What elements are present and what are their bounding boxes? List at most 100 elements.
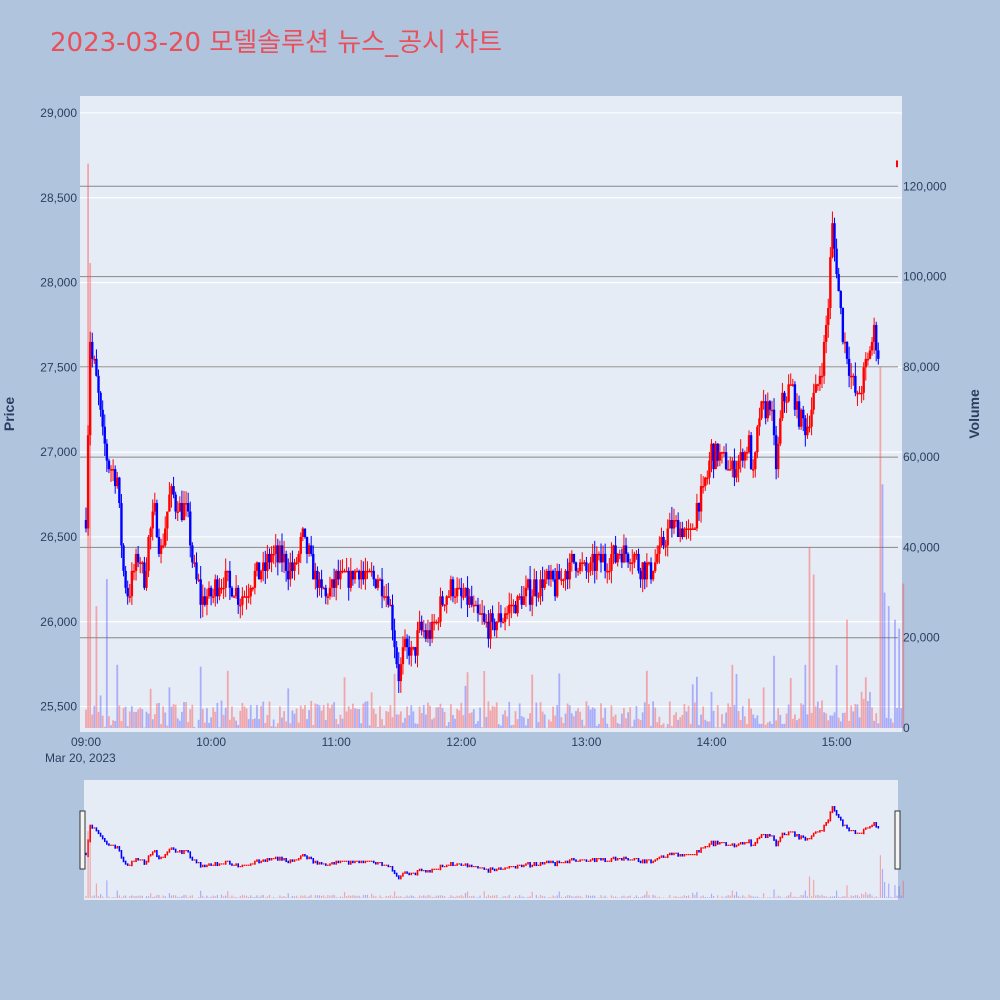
candle-body — [614, 545, 617, 563]
volume-bar — [228, 719, 231, 728]
slider-volume-bar — [489, 895, 492, 898]
slider-candle — [402, 872, 404, 877]
slider-candle — [543, 862, 546, 865]
volume-bar — [685, 711, 688, 728]
candle-body — [514, 604, 517, 614]
slider-candle — [477, 866, 479, 869]
volume-bar — [729, 706, 732, 728]
volume-bar — [245, 708, 248, 728]
range-slider[interactable] — [84, 780, 898, 900]
volume-bar — [160, 724, 162, 728]
slider-candle — [433, 868, 435, 870]
slider-candle — [610, 858, 613, 863]
candle-body — [403, 638, 407, 648]
candle-body — [716, 443, 719, 461]
volume-bar — [181, 711, 183, 728]
slider-candle — [429, 870, 431, 873]
candle-body — [353, 570, 357, 580]
price-tick-label: 26,000 — [40, 615, 77, 629]
candle-body — [543, 579, 546, 588]
range-slider-left-handle[interactable] — [79, 810, 86, 870]
slider-candle — [264, 859, 267, 862]
volume-bar — [431, 719, 434, 728]
slider-volume-bar — [675, 896, 677, 898]
candle-body — [816, 384, 820, 386]
slider-volume-bar — [621, 896, 623, 898]
candle-body — [332, 579, 336, 588]
slider-candle — [716, 840, 719, 845]
candle-body — [772, 409, 776, 436]
slider-candle — [789, 831, 792, 833]
volume-bar — [841, 712, 844, 728]
slider-volume-bar — [396, 896, 398, 898]
candle-body — [701, 486, 705, 488]
slider-candle — [867, 827, 869, 829]
slider-volume-bar — [114, 897, 116, 898]
slider-volume-bar — [419, 895, 421, 898]
candle-body — [856, 392, 859, 395]
slider-candle — [106, 840, 108, 845]
candle-body — [439, 596, 442, 622]
slider-volume-bar — [798, 896, 800, 898]
slider-volume-bar — [410, 895, 412, 898]
slider-candle — [583, 859, 586, 861]
slider-volume-bar — [677, 897, 679, 898]
slider-volume-bar — [894, 885, 896, 898]
range-slider-right-handle[interactable] — [894, 810, 901, 870]
slider-volume-bar — [129, 896, 131, 898]
candle-body — [745, 452, 749, 454]
slider-volume-bar — [185, 894, 187, 898]
volume-bar — [881, 484, 884, 728]
slider-candle — [468, 864, 471, 868]
slider-volume-bar — [262, 894, 264, 898]
slider-volume-bar — [721, 896, 723, 898]
volume-bar — [356, 708, 358, 728]
candle-body — [170, 486, 173, 495]
candle-body — [530, 596, 534, 605]
volume-bar — [785, 713, 788, 728]
slider-volume-bar — [133, 896, 135, 898]
slider-volume-bar — [200, 890, 202, 898]
volume-bar — [677, 719, 680, 728]
slider-candle — [162, 856, 164, 858]
slider-volume-bar — [800, 895, 802, 898]
slider-candle — [222, 863, 225, 865]
candle-body — [731, 460, 734, 470]
candle-body — [549, 570, 553, 580]
candle-body — [207, 587, 211, 597]
volume-bar — [781, 724, 784, 728]
slider-candle — [506, 867, 508, 869]
slider-volume-bar — [564, 896, 567, 898]
volume-bar — [441, 708, 444, 728]
slider-volume-bar — [681, 896, 683, 898]
slider-candle — [875, 822, 878, 828]
price-tick-label: 27,000 — [40, 445, 77, 459]
slider-candle — [485, 868, 488, 870]
volume-bar — [702, 706, 705, 728]
volume-bar — [668, 701, 671, 728]
slider-candle — [535, 862, 538, 867]
volume-bar — [349, 709, 352, 728]
volume-bar — [130, 706, 133, 728]
candle-body — [831, 223, 834, 258]
slider-volume-bar — [796, 897, 798, 898]
volume-bar — [710, 691, 713, 728]
slider-candle — [214, 862, 217, 867]
slider-volume-bar — [310, 894, 312, 898]
candle-body — [345, 570, 348, 573]
slider-candle — [848, 827, 850, 832]
slider-candle — [139, 859, 142, 861]
candle-body — [872, 324, 876, 342]
slider-candle — [241, 864, 244, 868]
candle-body — [789, 384, 792, 386]
volume-tick-label: 20,000 — [903, 631, 940, 645]
slider-candle — [577, 860, 579, 862]
slider-volume-bar — [462, 896, 464, 898]
slider-candle — [249, 863, 252, 866]
volume-bar — [233, 717, 235, 728]
volume-bar — [850, 705, 853, 728]
candle-body — [405, 638, 409, 648]
slider-candle — [137, 858, 139, 861]
price-gridlines — [80, 112, 902, 708]
volume-bar — [506, 716, 509, 728]
